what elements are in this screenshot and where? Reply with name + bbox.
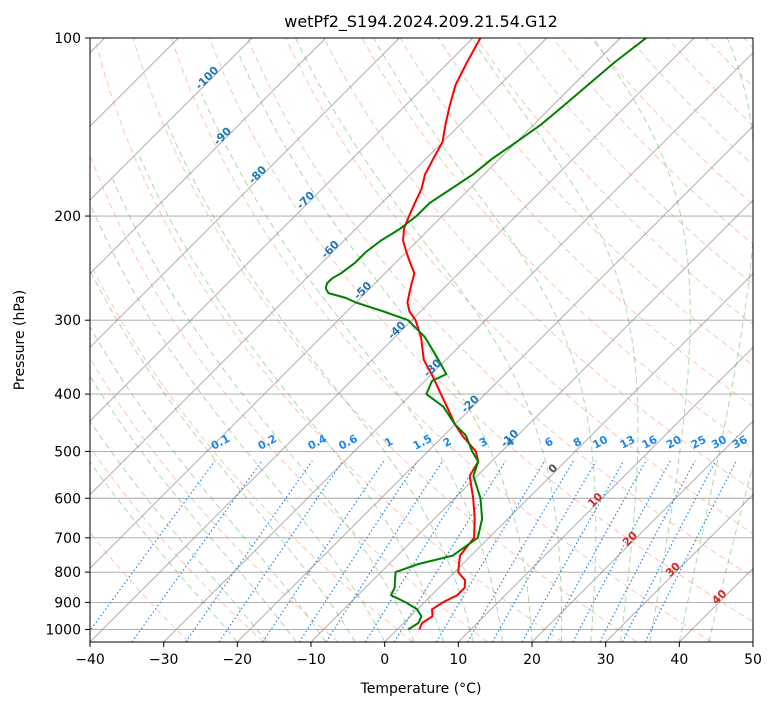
moist-adiabat-line	[166, 123, 474, 642]
isotherm-line	[458, 346, 753, 642]
mixing-ratio-label: 30	[709, 433, 729, 452]
y-tick-label: 700	[54, 531, 81, 547]
isotherm-lines	[90, 38, 753, 642]
x-tick-label: 40	[670, 652, 688, 668]
mixing-ratio-label: 13	[618, 433, 638, 452]
chart-title: wetPf2_S194.2024.209.21.54.G12	[284, 12, 558, 32]
dry-adiabat-line	[323, 38, 753, 492]
mixing-ratio-lines	[90, 460, 738, 642]
y-axis-ticks: 100 200 300 400 500 600 700 800 900 1000	[45, 31, 90, 638]
moist-adiabat-line	[90, 375, 297, 642]
isotherm-line	[90, 38, 253, 201]
y-tick-label: 300	[54, 313, 81, 329]
x-tick-label: −10	[296, 652, 326, 668]
y-tick-label: 800	[54, 565, 81, 581]
dewpoint-profile-line	[324, 38, 647, 631]
mixing-ratio-label: 16	[640, 433, 660, 452]
isotherm-line	[531, 420, 753, 642]
moist-adiabat-line	[592, 38, 691, 642]
y-tick-label: 600	[54, 491, 81, 507]
mixing-ratio-line	[298, 460, 419, 642]
isotherm-line	[310, 199, 753, 642]
x-tick-label: 20	[523, 652, 541, 668]
dry-adiabat-line	[209, 38, 753, 623]
plot-area: 0.1 0.2 0.4 0.6 1 1.5 2 3 4 6 8 10 13 16 20 25 30 36-100-…	[90, 38, 753, 642]
temperature-profile-line	[402, 38, 482, 630]
isotherm-line	[90, 38, 400, 348]
dry-adiabat-line	[94, 38, 563, 642]
sounding-series	[324, 38, 647, 631]
y-tick-label: 200	[54, 209, 81, 225]
dry-adiabat-line	[170, 38, 712, 642]
isotherm-line	[90, 38, 474, 422]
moist-adiabat-line	[295, 38, 563, 642]
isotherm-line	[605, 494, 753, 642]
mixing-ratio-line	[644, 460, 738, 642]
moist-adiabat-line	[90, 203, 386, 642]
isobar-lines	[90, 38, 753, 630]
isotherm-line	[90, 38, 547, 496]
mixing-ratio-label: 36	[730, 433, 750, 452]
mixing-ratio-line	[393, 460, 507, 642]
dry-adiabat-line	[399, 38, 753, 408]
dry-adiabat-line	[476, 38, 753, 326]
mixing-ratio-line	[131, 460, 263, 642]
mixing-ratio-line	[185, 460, 313, 642]
isotherm-line	[90, 38, 326, 275]
x-tick-label: −20	[223, 652, 253, 668]
dry-adiabat-line	[247, 38, 753, 578]
mixing-ratio-line	[90, 460, 216, 632]
x-tick-label: −40	[75, 652, 105, 668]
moist-adiabat-line	[112, 178, 415, 642]
mixing-ratio-line	[435, 460, 546, 642]
moist-adiabat-line	[90, 325, 327, 642]
x-tick-label: 0	[380, 652, 389, 668]
mixing-ratio-line	[262, 460, 385, 642]
dry-adiabat-line	[590, 38, 753, 206]
x-axis-ticks: −40 −30 −20 −10 0 10 20 30 40 50	[75, 642, 762, 668]
moist-adiabat-line	[90, 420, 268, 642]
moist-adiabat-line	[708, 463, 753, 642]
y-axis-label: Pressure (hPa)	[12, 290, 28, 390]
y-tick-label: 900	[54, 595, 81, 611]
mixing-ratio-line	[491, 460, 597, 642]
dry-adiabat-line	[90, 261, 414, 642]
axes-frame	[89, 37, 754, 643]
mixing-ratio-line	[545, 460, 647, 642]
dry-adiabat-lines	[90, 38, 753, 642]
moist-adiabat-line	[471, 38, 639, 642]
x-tick-label: 50	[744, 652, 762, 668]
x-tick-label: −30	[149, 652, 179, 668]
dry-adiabat-line	[361, 38, 753, 449]
mixing-ratio-line	[218, 460, 344, 642]
x-tick-label: 10	[449, 652, 467, 668]
isotherm-line	[163, 52, 753, 642]
mixing-ratio-label: 25	[689, 433, 709, 452]
mixing-ratio-line	[621, 460, 717, 642]
y-tick-label: 400	[54, 387, 81, 403]
moist-adiabat-line	[90, 269, 356, 642]
dry-adiabat-line	[514, 38, 753, 285]
dry-adiabat-line	[628, 38, 753, 166]
y-tick-label: 500	[54, 444, 81, 460]
mixing-ratio-label: 20	[664, 433, 684, 452]
dry-adiabat-line	[132, 38, 638, 642]
mixing-ratio-line	[466, 460, 575, 642]
x-axis-label: Temperature (°C)	[360, 681, 482, 697]
moist-adiabat-line	[200, 93, 503, 642]
isotherm-line	[384, 273, 753, 642]
y-tick-label: 1000	[45, 622, 81, 638]
mixing-ratio-line	[521, 460, 625, 642]
y-tick-label: 100	[54, 31, 81, 47]
moist-adiabat-line	[90, 461, 238, 642]
isotherm-line	[237, 125, 753, 642]
dry-adiabat-line	[90, 446, 264, 642]
x-tick-label: 30	[597, 652, 615, 668]
mixing-ratio-label: 10	[590, 433, 610, 452]
isotherm-line	[90, 38, 695, 642]
moist-adiabat-line	[373, 38, 597, 642]
